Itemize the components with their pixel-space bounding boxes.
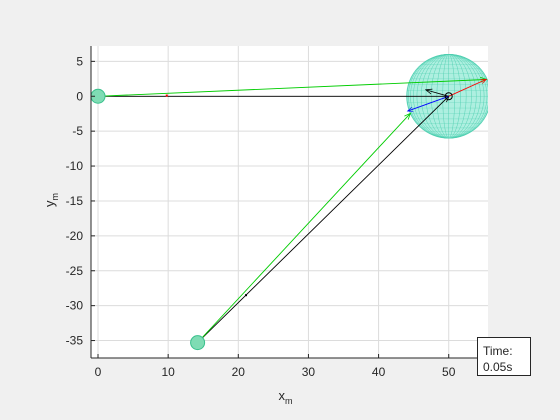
y-tick-label: -30 <box>66 299 84 313</box>
y-axis-label: ym <box>42 193 60 207</box>
y-axis-label-subscript: m <box>50 193 60 201</box>
series-pursuer-2-to-target <box>197 96 449 343</box>
x-tick-label: 0 <box>95 365 102 379</box>
x-tick-label: 40 <box>372 365 386 379</box>
series-target-blue-vector <box>406 95 449 112</box>
x-tick-label: 10 <box>161 365 175 379</box>
x-tick-label: 50 <box>442 365 456 379</box>
y-tick-label: -15 <box>66 194 84 208</box>
time-value: 0.05s <box>483 360 513 374</box>
y-tick-label: 5 <box>76 54 83 68</box>
series-pursuer-1-lead <box>97 80 486 97</box>
y-tick-label: -20 <box>66 229 84 243</box>
pursuer-2-marker <box>190 335 206 351</box>
x-axis-label-subscript: m <box>285 396 293 406</box>
y-tick-label: -5 <box>72 124 83 138</box>
y-tick-label: -25 <box>66 264 84 278</box>
y-tick-label: -35 <box>66 334 84 348</box>
time-annotation: Time: 0.05s <box>477 337 531 376</box>
y-tick-label: 0 <box>76 89 83 103</box>
series-pursuer-2-lead <box>197 114 411 343</box>
series-target-velocity <box>448 78 488 97</box>
x-tick-label: 30 <box>302 365 316 379</box>
x-tick-label: 20 <box>232 365 246 379</box>
x-axis-label: xm <box>279 388 293 406</box>
y-tick-label: -10 <box>66 159 84 173</box>
marker-black <box>245 294 248 297</box>
target-marker <box>444 92 453 101</box>
time-label: Time: <box>483 344 513 358</box>
pursuer-1-marker <box>91 88 106 104</box>
marker-red <box>165 94 168 97</box>
